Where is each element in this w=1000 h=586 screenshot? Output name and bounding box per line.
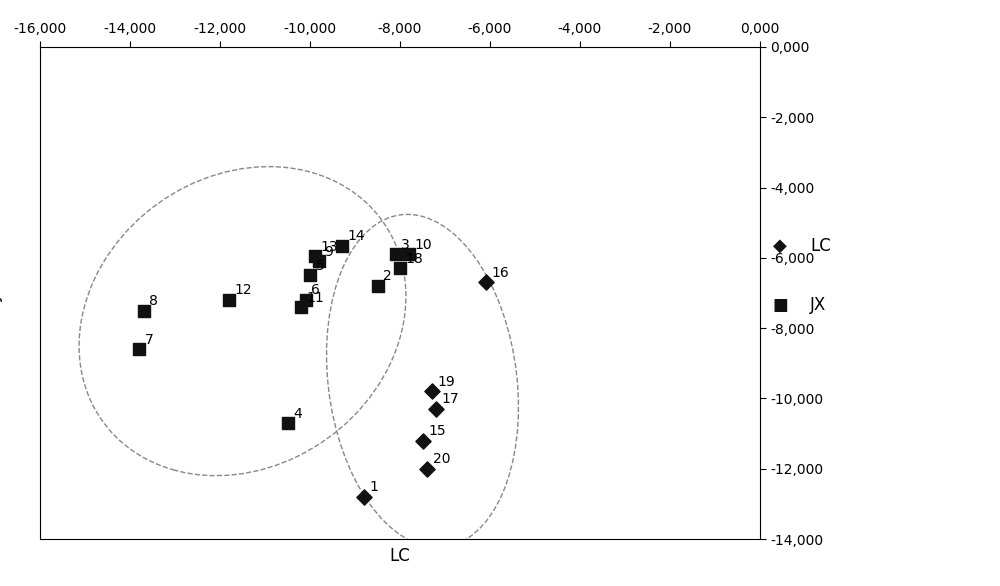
Text: ■: ■ <box>772 296 788 314</box>
Point <box>392 264 408 273</box>
Text: 13: 13 <box>320 240 338 254</box>
Text: 3: 3 <box>401 238 410 252</box>
Text: 19: 19 <box>437 375 455 389</box>
Point <box>370 281 386 291</box>
Text: JX: JX <box>0 285 4 301</box>
X-axis label: LC: LC <box>390 547 410 565</box>
Text: 15: 15 <box>428 424 446 438</box>
Point <box>334 241 350 250</box>
Point <box>131 345 147 354</box>
Text: 10: 10 <box>415 238 432 252</box>
Point <box>302 271 318 280</box>
Text: LC: LC <box>810 237 831 255</box>
Point <box>424 387 440 396</box>
Point <box>280 418 296 428</box>
Text: 9: 9 <box>325 245 333 259</box>
Text: 4: 4 <box>293 407 302 421</box>
Point <box>306 251 322 261</box>
Text: JX: JX <box>810 296 826 314</box>
Point <box>298 295 314 305</box>
Text: ◆: ◆ <box>773 237 787 255</box>
Text: 5: 5 <box>316 259 324 273</box>
Text: 12: 12 <box>235 284 252 298</box>
Point <box>311 257 327 266</box>
Text: 6: 6 <box>311 284 320 298</box>
Text: 7: 7 <box>145 333 153 347</box>
Text: 8: 8 <box>149 294 158 308</box>
Text: 11: 11 <box>307 291 324 305</box>
Text: 17: 17 <box>442 393 459 407</box>
Text: 2: 2 <box>383 270 392 284</box>
Point <box>419 464 435 473</box>
Text: 18: 18 <box>406 252 423 266</box>
Text: 20: 20 <box>433 452 450 466</box>
Point <box>388 250 404 259</box>
Text: 16: 16 <box>491 266 509 280</box>
Point <box>293 302 309 312</box>
Point <box>221 295 237 305</box>
Point <box>356 492 372 502</box>
Point <box>478 278 494 287</box>
Text: 14: 14 <box>347 229 365 243</box>
Point <box>136 306 152 315</box>
Point <box>414 436 430 445</box>
Text: 1: 1 <box>370 481 378 495</box>
Point <box>401 250 417 259</box>
Point <box>428 404 444 414</box>
